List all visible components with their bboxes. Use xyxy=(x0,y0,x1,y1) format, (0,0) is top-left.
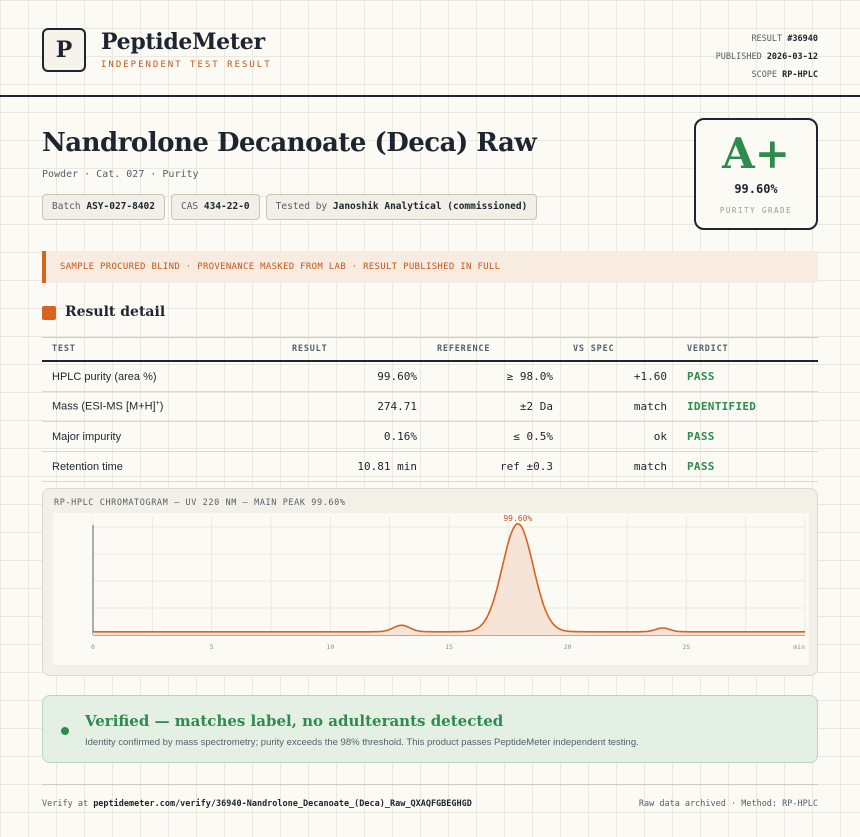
brand-tagline: INDEPENDENT TEST RESULT xyxy=(101,60,272,70)
cell-verdict: IDENTIFIED xyxy=(677,391,818,422)
x-tick-label: 20 xyxy=(564,643,572,651)
footer-verify: Verify at peptidemeter.com/verify/36940-… xyxy=(42,799,472,809)
verified-text: Identity confirmed by mass spectrometry;… xyxy=(85,737,639,748)
footer-archive-note: Raw data archived · Method: RP-HPLC xyxy=(638,799,818,809)
section-square-icon xyxy=(42,306,56,320)
cell-result: 10.81 min xyxy=(282,451,427,482)
col-header-test: TEST xyxy=(42,337,282,362)
cell-reference: ref ±0.3 xyxy=(427,451,563,482)
cell-test: HPLC purity (area %) xyxy=(42,361,282,392)
chart-title: RP-HPLC CHROMATOGRAM — UV 220 NM — MAIN … xyxy=(54,498,346,508)
meta-scope: SCOPE RP-HPLC xyxy=(751,70,818,80)
verified-dot-icon xyxy=(61,727,69,735)
brand-name: PeptideMeter xyxy=(101,29,265,55)
purity-grade-card: A+ 99.60% PURITY GRADE xyxy=(694,118,818,230)
chromatogram-card: RP-HPLC CHROMATOGRAM — UV 220 NM — MAIN … xyxy=(42,488,818,676)
table-row: Major impurity 0.16% ≤ 0.5% ok PASS xyxy=(42,421,818,452)
verify-link[interactable]: peptidemeter.com/verify/36940-Nandrolone… xyxy=(93,799,472,809)
x-tick-label: 10 xyxy=(326,643,334,651)
x-tick-label: 15 xyxy=(445,643,453,651)
col-header-vs-spec: VS SPEC xyxy=(563,337,677,362)
grade-value: 99.60% xyxy=(734,182,778,196)
header: P PeptideMeter INDEPENDENT TEST RESULT R… xyxy=(0,0,860,97)
grade-letter: A+ xyxy=(722,129,790,178)
cell-result: 274.71 xyxy=(282,391,427,422)
section-title: Result detail xyxy=(65,304,166,320)
verified-box: Verified — matches label, no adulterants… xyxy=(42,695,818,763)
cell-verdict: PASS xyxy=(677,361,818,392)
cas-chip: CAS 434-22-0 xyxy=(170,194,260,220)
cell-vs-spec: ok xyxy=(563,421,677,452)
x-tick-label: 25 xyxy=(682,643,690,651)
grade-label: PURITY GRADE xyxy=(719,206,793,215)
meta-result: RESULT #36940 xyxy=(751,34,818,44)
cell-vs-spec: match xyxy=(563,391,677,422)
col-header-reference: REFERENCE xyxy=(427,337,563,362)
table-row: Retention time 10.81 min ref ±0.3 match … xyxy=(42,451,818,482)
x-tick-label: min xyxy=(793,643,805,651)
notice-banner: SAMPLE PROCURED BLIND · PROVENANCE MASKE… xyxy=(42,251,818,283)
batch-chip: Batch ASY-027-8402 xyxy=(42,194,165,220)
table-header-row: TEST RESULT REFERENCE VS SPEC VERDICT xyxy=(42,337,818,362)
table-row: HPLC purity (area %) 99.60% ≥ 98.0% +1.6… xyxy=(42,361,818,392)
cell-test: Retention time xyxy=(42,451,282,482)
x-tick-label: 5 xyxy=(210,643,214,651)
results-table: TEST RESULT REFERENCE VS SPEC VERDICT HP… xyxy=(42,337,818,482)
product-chips: Batch ASY-027-8402 CAS 434-22-0 Tested b… xyxy=(42,194,538,220)
cell-test: Mass (ESI-MS [M+H]+) xyxy=(42,391,282,422)
col-header-result: RESULT xyxy=(282,337,427,362)
cell-vs-spec: +1.60 xyxy=(563,361,677,392)
verified-title: Verified — matches label, no adulterants… xyxy=(85,712,504,730)
peak-label: 99.60% xyxy=(503,514,532,523)
result-meta: RESULT #36940 PUBLISHED 2026-03-12 SCOPE… xyxy=(716,30,818,84)
cell-reference: ≥ 98.0% xyxy=(427,361,563,392)
x-tick-label: 0 xyxy=(91,643,95,651)
product-subline: Powder · Cat. 027 · Purity xyxy=(42,169,199,180)
cell-result: 0.16% xyxy=(282,421,427,452)
cell-verdict: PASS xyxy=(677,451,818,482)
cell-result: 99.60% xyxy=(282,361,427,392)
page-title: Nandrolone Decanoate (Deca) Raw xyxy=(42,128,537,158)
chromatogram-chart: 99.60% 0 5 10 15 20 25 min xyxy=(53,513,809,665)
cell-vs-spec: match xyxy=(563,451,677,482)
cell-reference: ≤ 0.5% xyxy=(427,421,563,452)
col-header-verdict: VERDICT xyxy=(677,337,818,362)
cell-test: Major impurity xyxy=(42,421,282,452)
table-row: Mass (ESI-MS [M+H]+) 274.71 ±2 Da match … xyxy=(42,391,818,422)
footer-divider xyxy=(42,784,818,785)
plot-background xyxy=(53,513,809,665)
meta-published: PUBLISHED 2026-03-12 xyxy=(715,52,818,62)
cell-verdict: PASS xyxy=(677,421,818,452)
chromatogram-series xyxy=(93,522,805,633)
cell-reference: ±2 Da xyxy=(427,391,563,422)
tested-by-chip: Tested by Janoshik Analytical (commissio… xyxy=(265,194,538,220)
logo: P xyxy=(42,28,86,72)
